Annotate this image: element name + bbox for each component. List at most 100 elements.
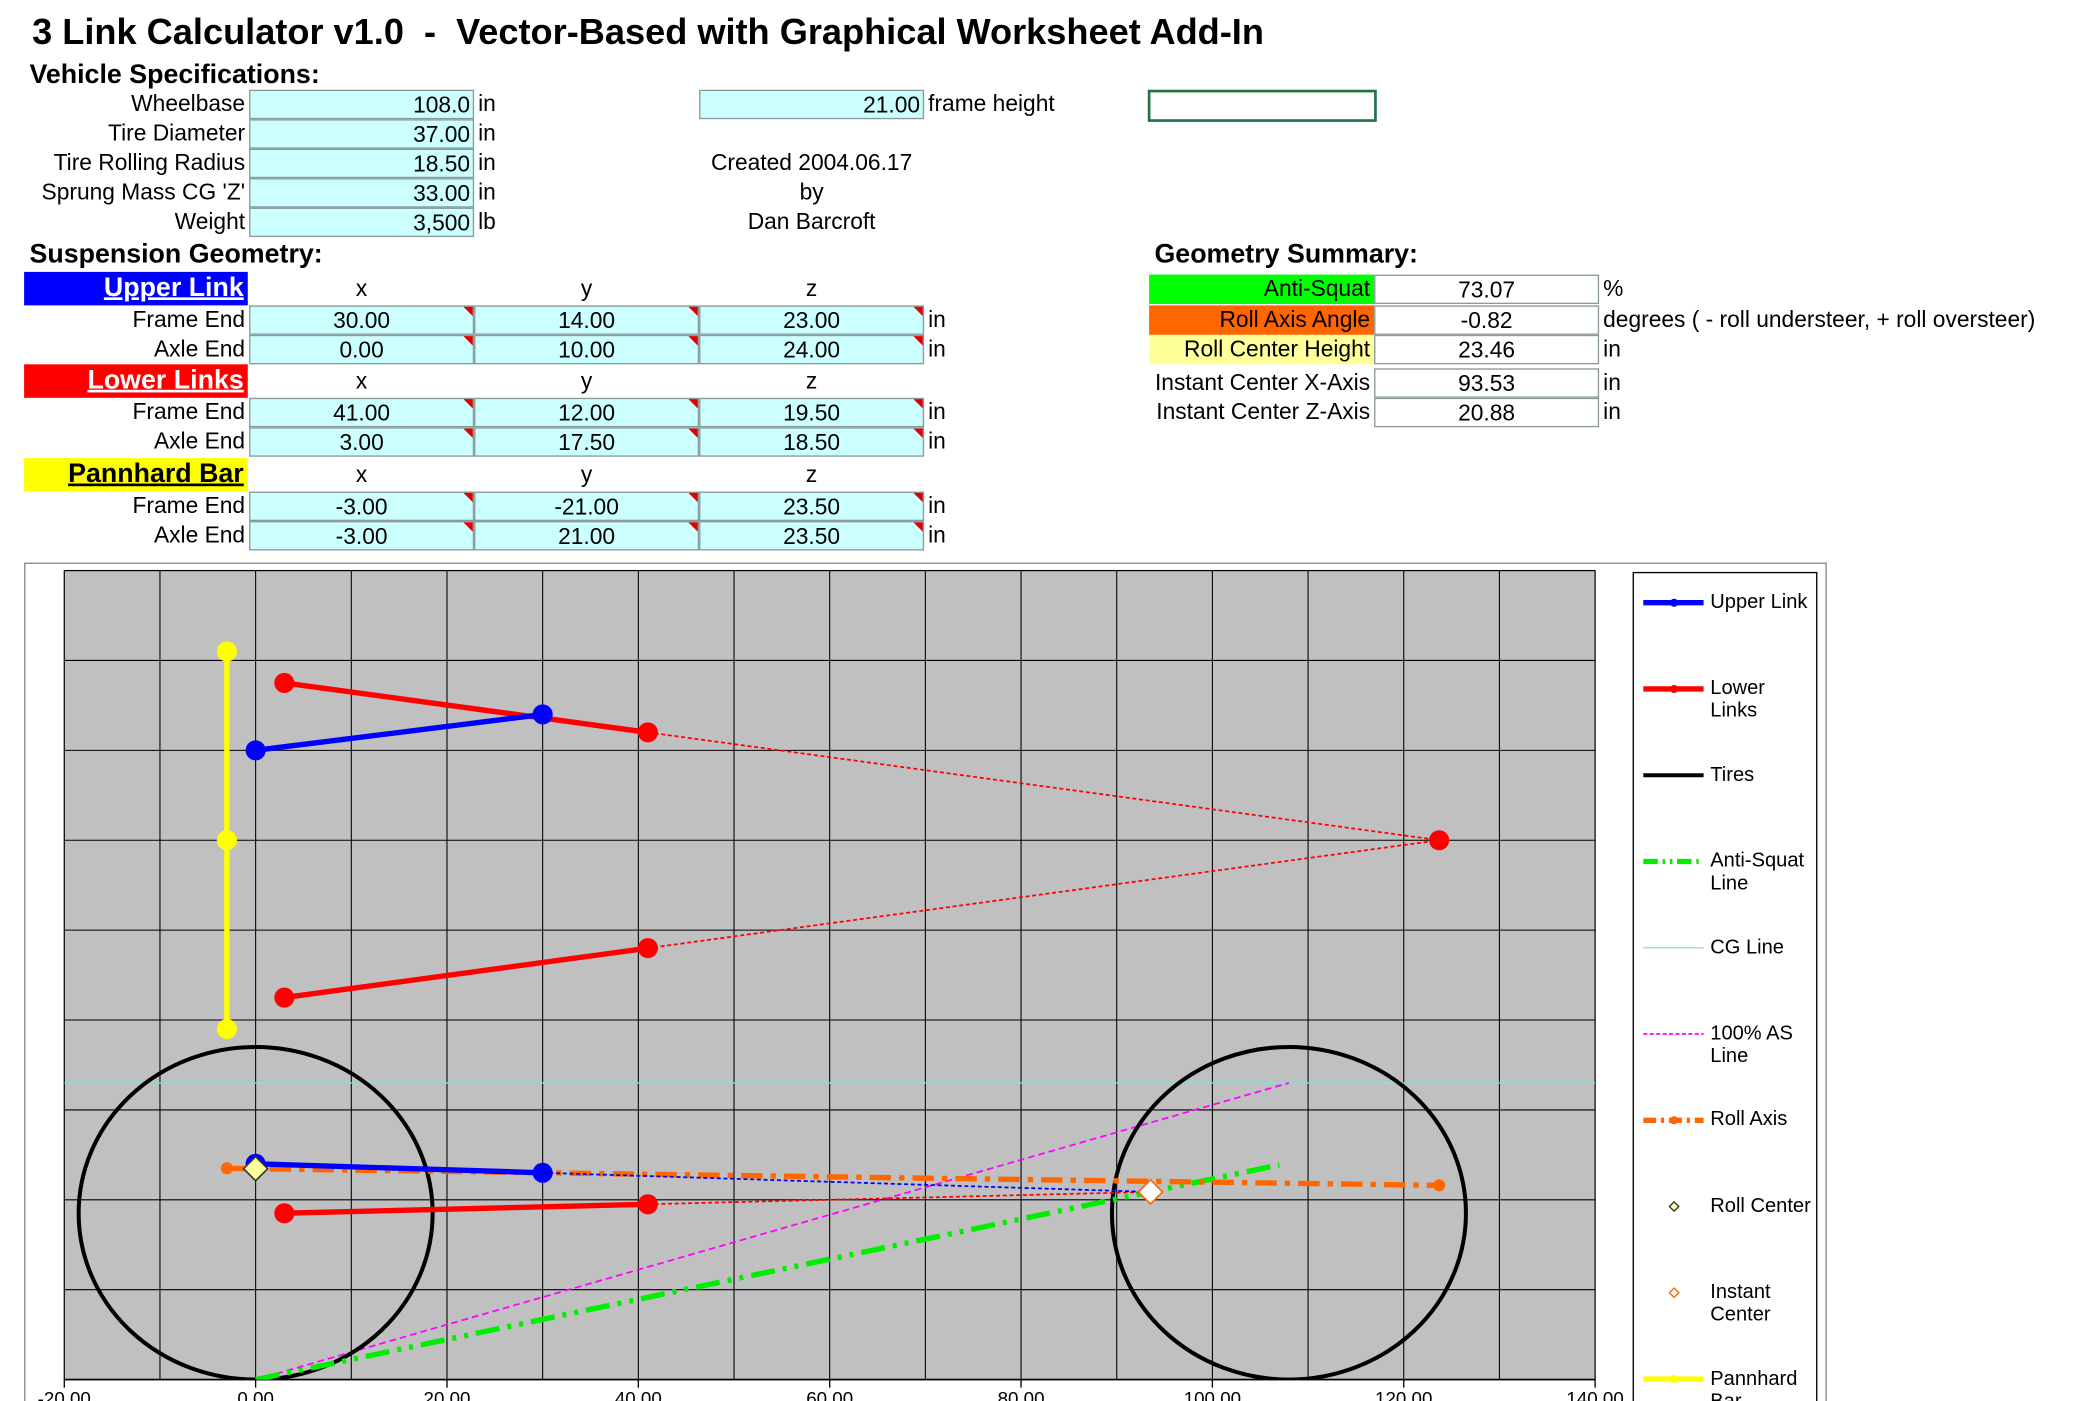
input-cell[interactable]: 21.00 bbox=[474, 521, 700, 551]
x-tick-label: 80.00 bbox=[998, 1388, 1045, 1401]
legend-item bbox=[1668, 1287, 1680, 1299]
unit: in bbox=[928, 428, 946, 455]
input-cell[interactable]: 18.50 bbox=[249, 148, 475, 179]
column-header: z bbox=[805, 275, 818, 302]
series-line bbox=[255, 711, 544, 1176]
input-cell[interactable]: 19.50 bbox=[699, 397, 925, 428]
credit: Created 2004.06.17 bbox=[710, 150, 913, 176]
unit: in bbox=[1603, 336, 1621, 362]
column-header: y bbox=[580, 368, 593, 394]
unit: in bbox=[928, 306, 946, 333]
marker bbox=[1137, 1178, 1164, 1206]
group-header: Upper Link bbox=[24, 271, 248, 306]
input-cell[interactable]: 17.50 bbox=[474, 427, 700, 457]
input-cell[interactable]: 24.00 bbox=[699, 334, 925, 365]
input-cell[interactable]: 23.50 bbox=[699, 491, 925, 522]
row-label: Axle End bbox=[153, 428, 246, 455]
unit: frame height bbox=[928, 91, 1055, 117]
summary-value: 73.07 bbox=[1374, 274, 1600, 305]
input-cell[interactable]: -3.00 bbox=[249, 521, 475, 551]
marker bbox=[216, 830, 237, 851]
title: 3 Link Calculator v1.0 - Vector-Based wi… bbox=[32, 12, 1264, 53]
legend-item bbox=[1643, 1116, 1704, 1125]
series-line bbox=[255, 1162, 1280, 1380]
legend-marker bbox=[1670, 1375, 1679, 1384]
unit: in bbox=[478, 150, 496, 176]
unit: in bbox=[478, 120, 496, 146]
input-cell[interactable]: 18.50 bbox=[699, 427, 925, 457]
summary-value: -0.82 bbox=[1374, 305, 1600, 335]
selected-cell[interactable] bbox=[1147, 89, 1377, 122]
section-heading: Geometry Summary: bbox=[1154, 239, 1418, 270]
input-cell[interactable]: 30.00 bbox=[249, 305, 475, 335]
summary-label: Instant Center Z-Axis bbox=[1156, 399, 1371, 425]
unit: in bbox=[1603, 399, 1621, 425]
unit: in bbox=[928, 336, 946, 362]
column-header: x bbox=[355, 275, 368, 302]
input-cell[interactable]: -21.00 bbox=[474, 491, 700, 522]
tire bbox=[1109, 1045, 1468, 1380]
legend-marker bbox=[1670, 684, 1679, 694]
credit: Dan Barcroft bbox=[747, 208, 876, 235]
x-tick-label: 140.00 bbox=[1566, 1388, 1623, 1401]
input-cell[interactable]: 3.00 bbox=[249, 427, 475, 457]
row-label: Tire Rolling Radius bbox=[53, 150, 246, 176]
marker bbox=[220, 1162, 233, 1175]
legend-label: Pannhard Bar bbox=[1710, 1366, 1798, 1401]
input-cell[interactable]: 10.00 bbox=[474, 334, 700, 365]
legend-label: Tires bbox=[1710, 763, 1755, 786]
input-cell[interactable]: 12.00 bbox=[474, 397, 700, 428]
legend-box bbox=[1632, 571, 1818, 1401]
unit: in bbox=[478, 91, 496, 117]
series-line bbox=[255, 1082, 1290, 1380]
row-label: Tire Diameter bbox=[108, 120, 246, 146]
row-label: Axle End bbox=[153, 336, 246, 362]
summary-value: 23.46 bbox=[1374, 334, 1600, 365]
legend-item bbox=[1643, 684, 1704, 694]
input-cell[interactable]: 23.00 bbox=[699, 305, 925, 335]
input-cell[interactable]: 14.00 bbox=[474, 305, 700, 335]
column-header: z bbox=[805, 462, 818, 488]
column-header: z bbox=[805, 368, 818, 394]
input-cell[interactable]: 0.00 bbox=[249, 334, 475, 365]
marker bbox=[637, 1194, 658, 1215]
plot-layer bbox=[64, 641, 1596, 1380]
input-cell[interactable]: 41.00 bbox=[249, 397, 475, 428]
legend-label: Upper Link bbox=[1710, 590, 1808, 614]
x-tick-label: 0.00 bbox=[237, 1388, 273, 1401]
legend-item bbox=[1643, 1375, 1704, 1384]
x-tick-label: 20.00 bbox=[424, 1388, 471, 1401]
unit: % bbox=[1603, 275, 1624, 302]
input-cell[interactable]: 21.00 bbox=[699, 89, 925, 120]
unit: in bbox=[478, 179, 496, 205]
marker bbox=[216, 1018, 237, 1040]
legend-marker bbox=[1668, 1200, 1680, 1213]
summary-label: Roll Center Height bbox=[1149, 334, 1375, 365]
summary-label: Anti-Squat bbox=[1149, 274, 1375, 305]
row-label: Frame End bbox=[132, 492, 246, 519]
x-tick-label: 120.00 bbox=[1375, 1388, 1432, 1401]
unit: lb bbox=[478, 208, 496, 235]
column-header: y bbox=[580, 462, 593, 488]
input-cell[interactable]: 33.00 bbox=[249, 178, 475, 208]
input-cell[interactable]: -3.00 bbox=[249, 491, 475, 522]
unit: degrees ( - roll understeer, + roll over… bbox=[1603, 306, 2036, 333]
input-cell[interactable]: 37.00 bbox=[249, 119, 475, 149]
marker bbox=[637, 938, 658, 959]
marker bbox=[532, 1162, 553, 1183]
legend-label: Roll Axis bbox=[1710, 1108, 1788, 1131]
input-cell[interactable]: 23.50 bbox=[699, 521, 925, 551]
marker bbox=[637, 722, 658, 743]
summary-label: Roll Axis Angle bbox=[1149, 305, 1375, 335]
unit: in bbox=[928, 492, 946, 519]
x-tick-label: 60.00 bbox=[806, 1388, 853, 1401]
input-cell[interactable]: 108.0 bbox=[249, 89, 475, 120]
section-heading: Vehicle Specifications: bbox=[29, 60, 320, 90]
unit: in bbox=[928, 399, 946, 425]
input-cell[interactable]: 3,500 bbox=[249, 207, 475, 238]
unit: in bbox=[1603, 369, 1621, 396]
row-label: Frame End bbox=[132, 306, 246, 333]
